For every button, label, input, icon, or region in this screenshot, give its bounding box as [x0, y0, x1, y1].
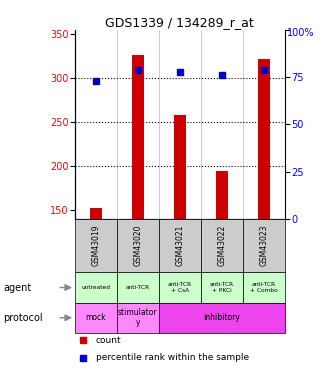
- Text: anti-TCR
+ Combo: anti-TCR + Combo: [250, 282, 278, 293]
- Text: percentile rank within the sample: percentile rank within the sample: [96, 353, 249, 362]
- Text: anti-TCR
+ CsA: anti-TCR + CsA: [168, 282, 192, 293]
- Bar: [132, 55, 144, 219]
- Text: inhibitory: inhibitory: [203, 313, 240, 322]
- Bar: [75, 303, 117, 333]
- Title: GDS1339 / 134289_r_at: GDS1339 / 134289_r_at: [106, 16, 254, 29]
- Bar: [117, 272, 159, 303]
- Bar: [201, 272, 243, 303]
- Text: anti-TCR: anti-TCR: [126, 285, 150, 290]
- Text: GSM43022: GSM43022: [217, 225, 226, 266]
- Bar: [159, 219, 201, 272]
- Text: GSM43021: GSM43021: [175, 225, 184, 266]
- Bar: [201, 219, 243, 272]
- Text: GSM43019: GSM43019: [91, 225, 101, 266]
- Bar: [159, 272, 201, 303]
- Bar: [174, 115, 186, 219]
- Text: 100%: 100%: [287, 28, 315, 38]
- Bar: [216, 171, 228, 219]
- Text: agent: agent: [3, 282, 32, 292]
- Bar: [117, 219, 159, 272]
- Text: GSM43020: GSM43020: [133, 225, 143, 266]
- Bar: [159, 303, 285, 333]
- Text: GSM43023: GSM43023: [259, 225, 268, 266]
- Text: count: count: [96, 336, 122, 345]
- Bar: [75, 219, 117, 272]
- Bar: [117, 303, 159, 333]
- Text: protocol: protocol: [3, 313, 43, 323]
- Bar: [75, 272, 117, 303]
- Text: anti-TCR
+ PKCi: anti-TCR + PKCi: [210, 282, 234, 293]
- Text: untreated: untreated: [81, 285, 111, 290]
- Bar: [258, 59, 270, 219]
- Bar: [90, 209, 102, 219]
- Text: stimulator
y: stimulator y: [118, 308, 158, 327]
- Bar: [243, 272, 285, 303]
- Bar: [243, 219, 285, 272]
- Text: mock: mock: [86, 313, 106, 322]
